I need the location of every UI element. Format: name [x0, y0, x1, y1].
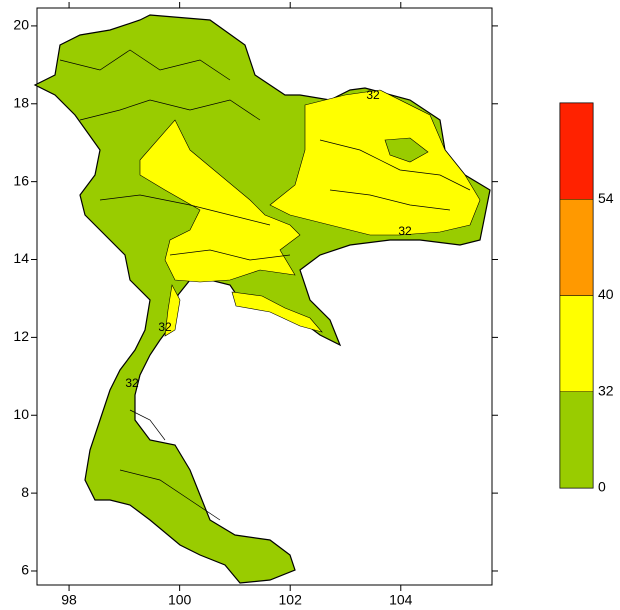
y-tick-label: 10 — [13, 406, 29, 422]
x-tick-label: 98 — [61, 592, 77, 608]
green-zone — [384, 137, 429, 163]
x-tick-label: 102 — [279, 592, 303, 608]
yellow-zone — [164, 284, 181, 337]
x-tick-label: 100 — [168, 592, 192, 608]
y-tick-label: 16 — [13, 172, 29, 188]
yellow-zone — [231, 291, 323, 333]
contour-label: 32 — [125, 376, 139, 390]
colorbar-band — [559, 199, 594, 296]
colorbar-label: 0 — [598, 479, 606, 495]
y-tick-label: 12 — [13, 328, 29, 344]
contour-label: 32 — [158, 320, 172, 334]
y-tick-label: 8 — [21, 484, 29, 500]
y-tick-label: 20 — [13, 17, 29, 33]
colorbar-label: 40 — [598, 286, 614, 302]
province-borders — [59, 49, 471, 521]
y-tick-label: 14 — [13, 250, 29, 266]
colorbar-band — [559, 102, 594, 200]
colorbar-label: 32 — [598, 382, 614, 398]
y-tick-label: 18 — [13, 94, 29, 110]
y-tick-label: 6 — [21, 562, 29, 578]
contour-label: 32 — [398, 224, 412, 238]
x-tick-label: 104 — [389, 592, 413, 608]
contour-label: 32 — [366, 88, 380, 102]
colorbar-band — [559, 391, 594, 489]
colorbar-label: 54 — [598, 190, 614, 206]
colorbar-band — [559, 295, 594, 392]
yellow-zone — [269, 89, 481, 236]
yellow-zone — [139, 119, 301, 283]
